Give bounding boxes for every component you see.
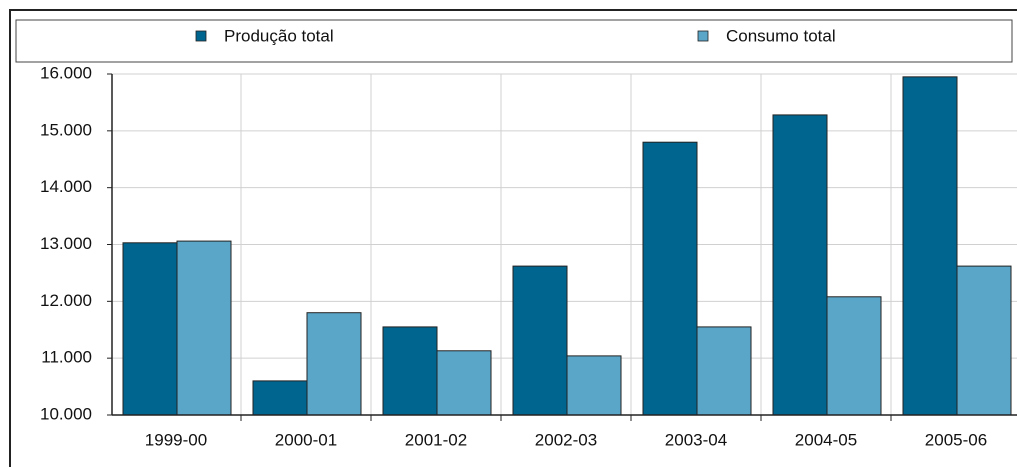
y-tick-label: 16.000 [40, 63, 92, 82]
x-tick-label: 2003-04 [665, 430, 727, 449]
bar [122, 242, 178, 416]
x-tick-label: 2000-01 [275, 430, 337, 449]
bar [252, 380, 308, 416]
bar [566, 355, 622, 416]
y-tick-label: 11.000 [41, 348, 92, 367]
legend-label: Produção total [224, 26, 334, 45]
bar [382, 326, 438, 416]
x-tick-label: 2001-02 [405, 430, 467, 449]
legend-box [15, 19, 1013, 63]
x-tick-label: 2004-05 [795, 430, 857, 449]
y-tick-label: 12.000 [40, 291, 92, 310]
bar [306, 312, 362, 416]
legend-swatch [195, 30, 207, 42]
y-tick-label: 14.000 [40, 177, 92, 196]
bar [512, 265, 568, 416]
x-tick-label: 2002-03 [535, 430, 597, 449]
bar [436, 350, 492, 416]
legend-swatch [697, 30, 709, 42]
y-tick-label: 15.000 [40, 120, 92, 139]
bar [642, 141, 698, 416]
legend-label: Consumo total [726, 26, 836, 45]
bar [772, 114, 828, 416]
bar [176, 240, 232, 416]
bar [826, 296, 882, 416]
frame [9, 9, 1017, 467]
x-tick-label: 2005-06 [925, 430, 987, 449]
y-tick-label: 10.000 [40, 404, 92, 423]
x-tick-label: 1999-00 [145, 430, 207, 449]
bar [696, 326, 752, 416]
y-tick-label: 13.000 [40, 234, 92, 253]
bar [902, 76, 958, 416]
bar [956, 265, 1012, 416]
